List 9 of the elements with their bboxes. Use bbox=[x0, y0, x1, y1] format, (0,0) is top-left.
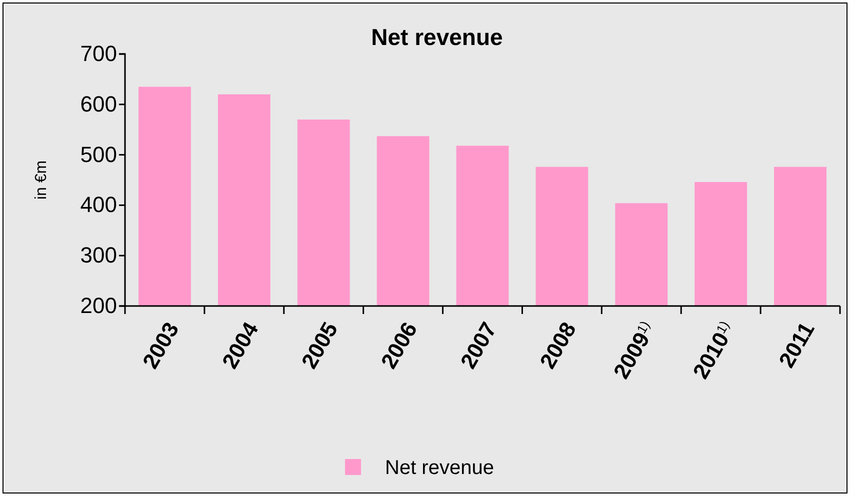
y-tick-label: 600 bbox=[80, 91, 117, 116]
chart-title: Net revenue bbox=[371, 24, 503, 50]
y-axis-title: in €m bbox=[33, 160, 50, 200]
legend-label: Net revenue bbox=[385, 457, 494, 479]
y-tick-label: 500 bbox=[80, 142, 117, 167]
y-tick-label: 200 bbox=[80, 293, 117, 318]
y-tick-label: 400 bbox=[80, 192, 117, 218]
y-tick-label: 300 bbox=[80, 242, 117, 268]
y-tick-label: 700 bbox=[80, 41, 117, 66]
